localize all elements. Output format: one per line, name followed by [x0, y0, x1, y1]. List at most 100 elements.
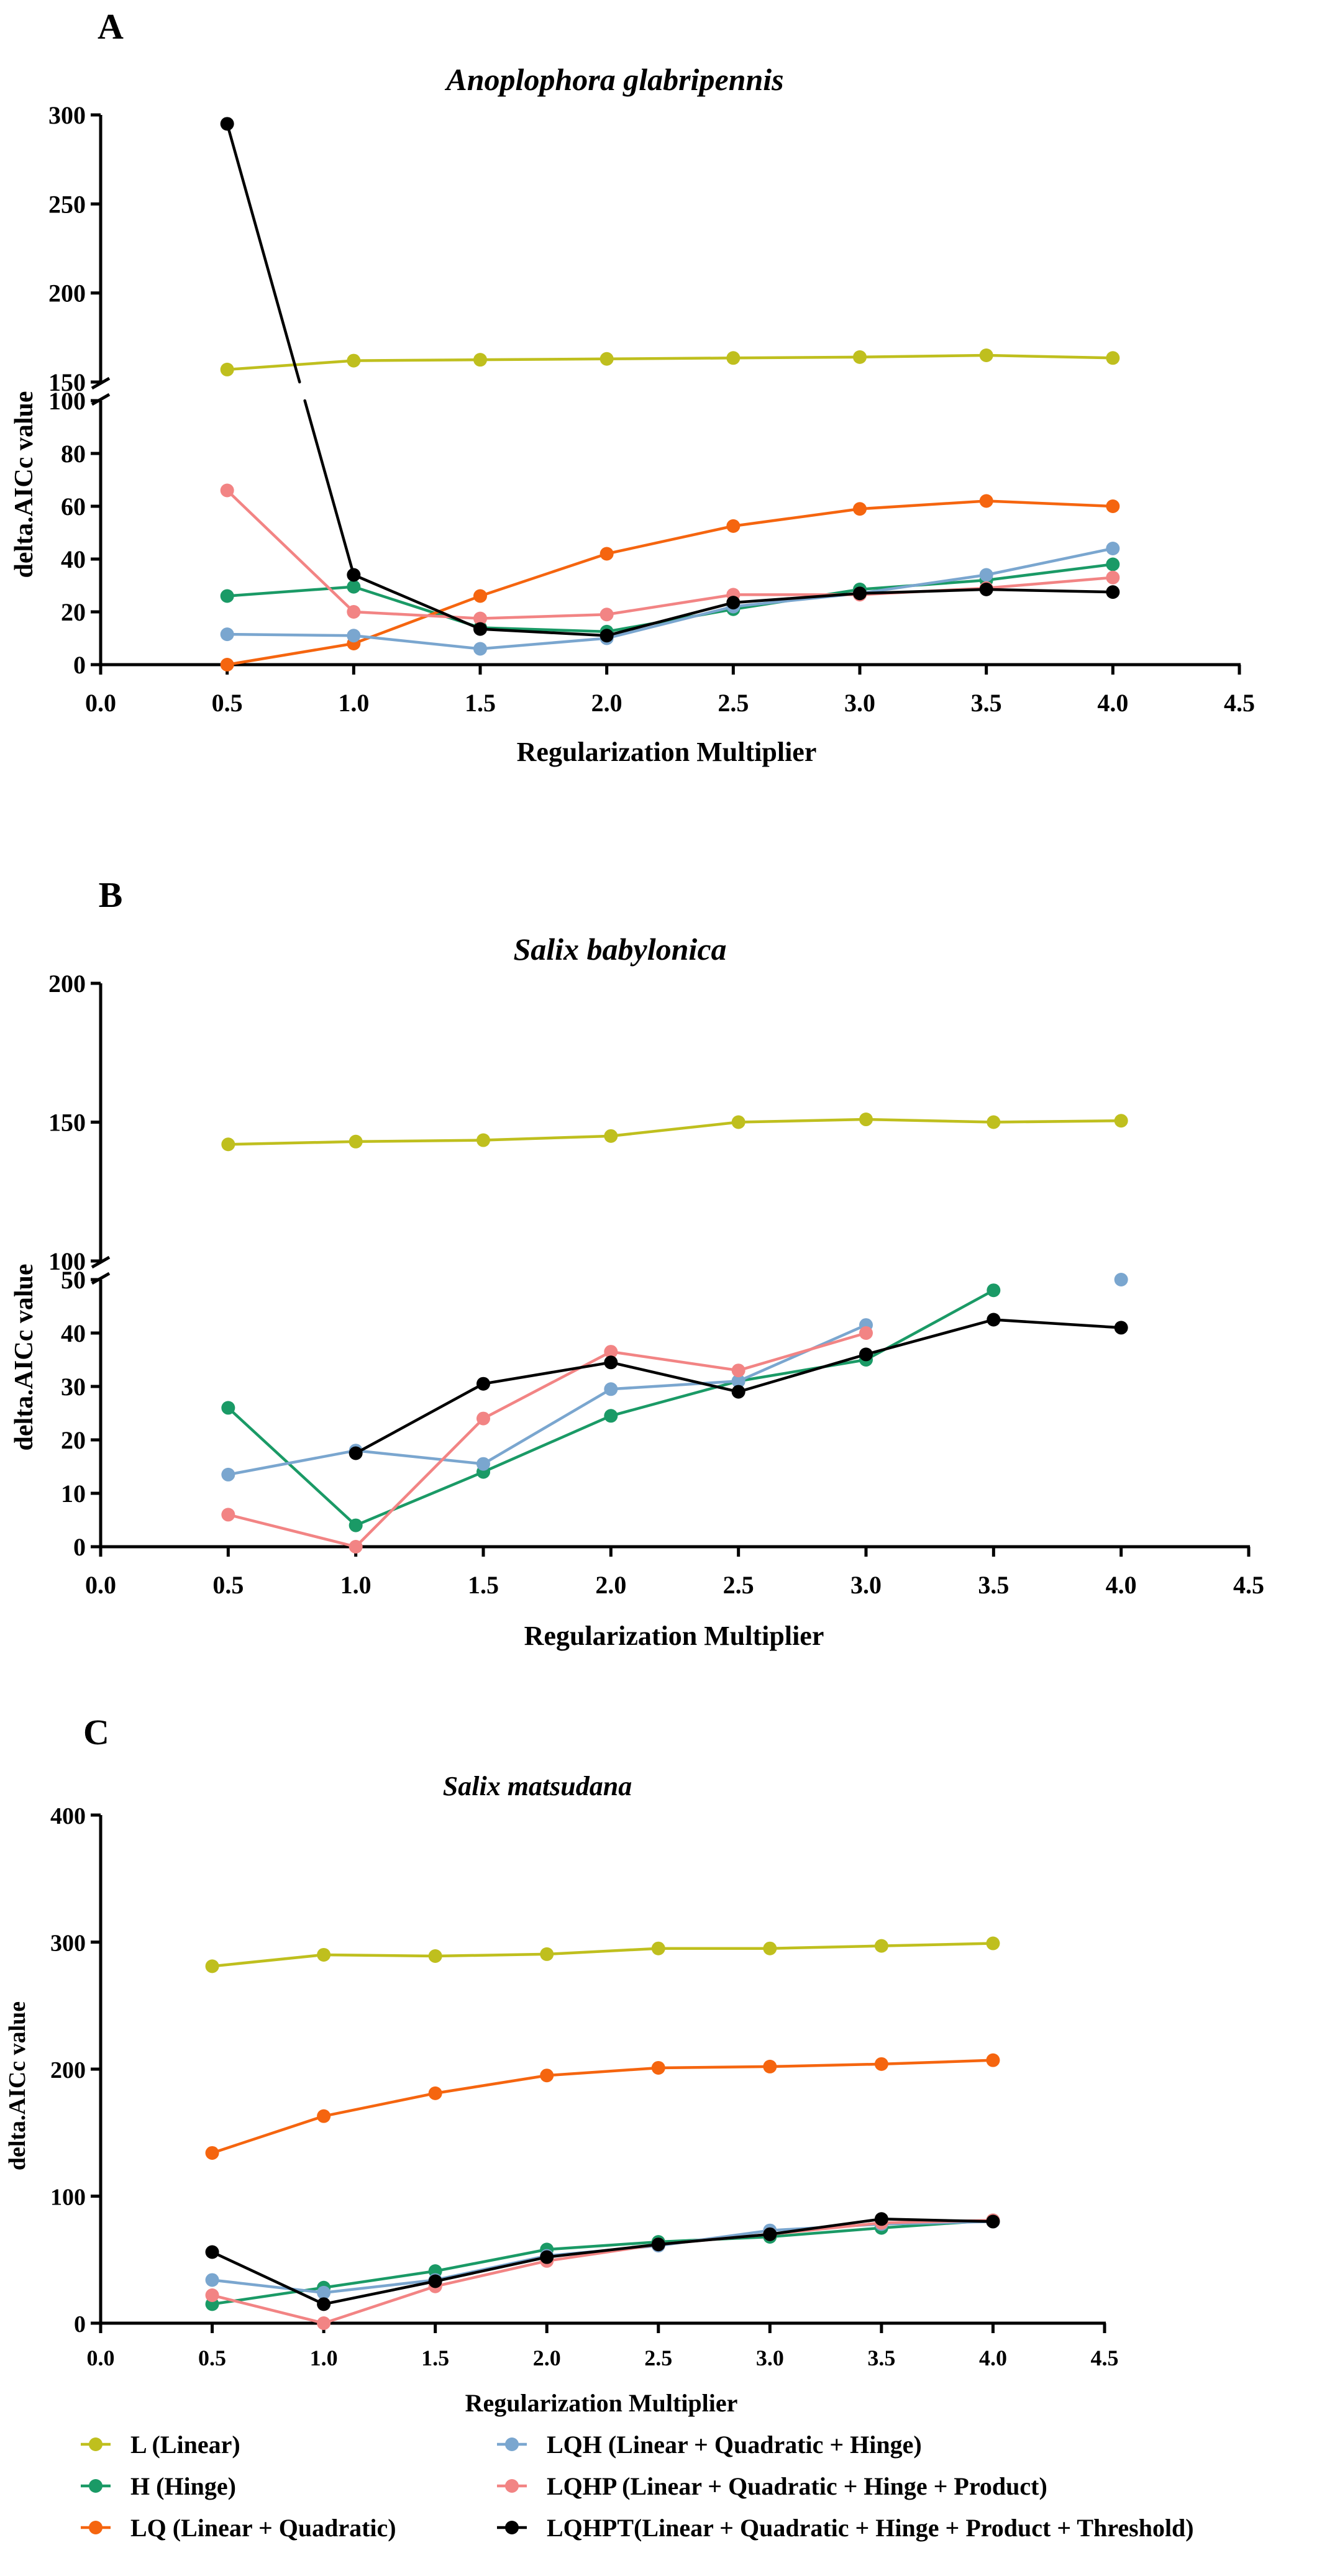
x-tick-label: 3.0 [850, 1571, 882, 1599]
data-point [604, 1409, 618, 1423]
series-line [985, 576, 1115, 589]
x-tick-label: 3.5 [978, 1571, 1009, 1599]
series-line [227, 1513, 357, 1549]
data-point [599, 547, 614, 561]
data-point [221, 1467, 235, 1481]
series-line [211, 1953, 326, 1968]
series-line [605, 593, 735, 616]
data-point [1114, 1114, 1128, 1128]
data-point [317, 2297, 331, 2311]
data-point [205, 2245, 219, 2259]
x-tick-label: 4.0 [1097, 689, 1128, 717]
data-point [473, 353, 487, 367]
data-point [604, 1355, 618, 1370]
legend-swatch-marker [505, 2479, 519, 2493]
data-point [1106, 585, 1120, 599]
data-point [979, 494, 993, 508]
y-tick-label: 100 [48, 387, 86, 415]
data-point [220, 117, 234, 131]
x-tick-label: 0.5 [212, 1571, 244, 1599]
y-tick-label: 20 [61, 598, 86, 626]
data-point [220, 589, 234, 603]
series [205, 1936, 1000, 1973]
series-line [768, 2218, 883, 2236]
data-point [859, 1326, 873, 1340]
series-line [657, 2065, 772, 2070]
chart-panel-B: B Salix babylonica 0.0 0.5 1.0 1.5 2.0 2.5 3.0 3.… [10, 875, 1264, 1651]
series [221, 1326, 873, 1554]
data-point [987, 1283, 1001, 1298]
x-tick-label: 1.5 [468, 1571, 499, 1599]
series-line [609, 1380, 740, 1391]
data-point [317, 1947, 331, 1962]
legend-label: H (Hinge) [130, 2472, 236, 2500]
legend-item: LQH (Linear + Quadratic + Hinge) [497, 2431, 922, 2459]
x-tick-label: 2.0 [595, 1571, 626, 1599]
x-tick-label: 1.0 [338, 689, 369, 717]
series-line [434, 2259, 549, 2288]
series-line [352, 573, 482, 630]
series-line [226, 489, 355, 614]
series-line [545, 1947, 660, 1956]
data-point [731, 1374, 745, 1388]
series-line [434, 1952, 549, 1958]
series-line [322, 2280, 437, 2306]
data-point [1106, 499, 1120, 513]
series-line [211, 2293, 326, 2325]
x-tick-label: 0.0 [85, 1571, 116, 1599]
data-point [1106, 351, 1120, 365]
data-point [1114, 1273, 1128, 1286]
data-point [220, 362, 234, 376]
data-point [726, 596, 741, 610]
y-tick-label: 40 [61, 545, 86, 573]
data-point [476, 1133, 490, 1147]
data-point [347, 568, 361, 582]
series [205, 2212, 1000, 2311]
y-tick-label: 0 [74, 2311, 86, 2337]
data-point [987, 1313, 1001, 1327]
y-tick-label: 150 [48, 368, 86, 396]
series [221, 1113, 1128, 1152]
x-tick-label: 1.0 [340, 1571, 372, 1599]
series-line [226, 642, 355, 667]
x-tick-label: 0.0 [87, 2346, 115, 2370]
x-tick-label: 4.5 [1224, 689, 1255, 717]
series-line [732, 507, 862, 528]
y-tick-label: 0 [73, 1533, 86, 1561]
series-line [768, 2226, 883, 2239]
series-line [609, 1350, 740, 1372]
data-point [986, 2053, 1000, 2067]
data-point [347, 629, 361, 643]
y-tick-label: 150 [48, 1109, 86, 1137]
data-point [428, 2086, 442, 2100]
series-line [322, 2091, 437, 2118]
data-point [726, 351, 741, 365]
series-line [737, 1331, 868, 1372]
y-axis-label: delta.AICc value [4, 2001, 30, 2170]
data-point [428, 1949, 442, 1963]
data-point [476, 1411, 490, 1426]
series [220, 542, 1120, 656]
legend-swatch-marker [89, 2437, 103, 2451]
series-line [481, 1361, 613, 1385]
data-point [205, 1959, 219, 1973]
data-point [874, 2057, 888, 2071]
series-line [354, 1417, 485, 1549]
data-point [205, 2288, 219, 2303]
series-line [434, 2248, 549, 2273]
data-point [731, 1115, 745, 1129]
series-line [354, 1139, 485, 1144]
series-line [737, 1358, 868, 1383]
legend-label: L (Linear) [130, 2431, 240, 2459]
data-point [349, 1134, 363, 1149]
series-line [545, 2242, 660, 2259]
series-line [858, 573, 988, 595]
legend-item: LQHP (Linear + Quadratic + Hinge + Produ… [497, 2472, 1047, 2500]
data-point [874, 2212, 888, 2226]
series-line [657, 2232, 772, 2246]
series-line [478, 626, 608, 634]
y-tick-label: 30 [61, 1373, 86, 1401]
series-line [992, 1119, 1123, 1124]
data-point [473, 642, 487, 656]
